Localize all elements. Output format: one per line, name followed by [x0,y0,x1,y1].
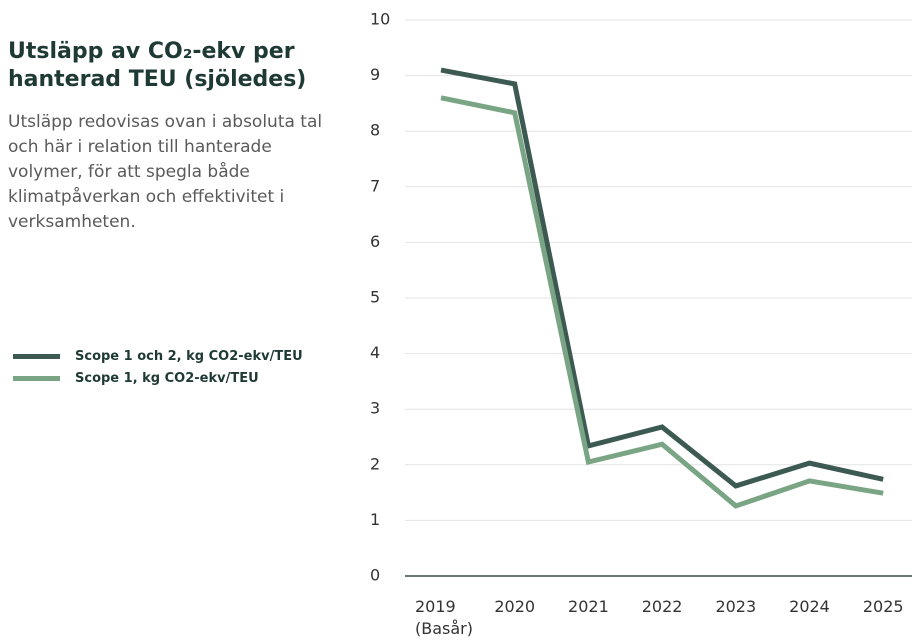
line-series [440,67,884,489]
y-tick-label: 6 [370,232,380,251]
legend-label: Scope 1, kg CO2-ekv/TEU [75,370,259,386]
legend-label: Scope 1 och 2, kg CO2-ekv/TEU [75,348,303,364]
y-tick-label: 8 [370,121,380,140]
legend-item: Scope 1, kg CO2-ekv/TEU [13,367,303,389]
y-tick-label: 7 [370,176,380,195]
x-tick-label: 2020 [494,597,536,616]
y-tick-label: 0 [370,566,380,585]
y-tick-label: 9 [370,65,380,84]
y-tick-label: 2 [370,454,380,473]
legend: Scope 1 och 2, kg CO2-ekv/TEU Scope 1, kg… [13,345,303,389]
y-tick-label: 4 [370,343,380,362]
y-tick-label: 10 [370,10,390,29]
x-tick-label: 2024 [789,597,830,616]
line-series [440,95,884,509]
x-tick-label: 2022 [641,597,683,616]
x-tick-label: 2025 [862,597,904,616]
y-tick-label: 3 [370,399,380,418]
y-tick-label: 1 [370,510,380,529]
legend-swatch [13,375,60,381]
legend-swatch [13,353,60,359]
chart-title: Utsläpp av CO₂-ekv per hanterad TEU (sjö… [8,39,307,92]
y-tick-label: 5 [370,288,380,307]
x-tick-label: 2019 (Basår) [415,597,473,638]
x-tick-label: 2023 [715,597,757,616]
x-tick-label: 2021 [568,597,609,616]
chart-subtitle: Utsläpp redovisas ovan i absoluta tal oc… [8,112,323,232]
legend-item: Scope 1 och 2, kg CO2-ekv/TEU [13,345,303,367]
